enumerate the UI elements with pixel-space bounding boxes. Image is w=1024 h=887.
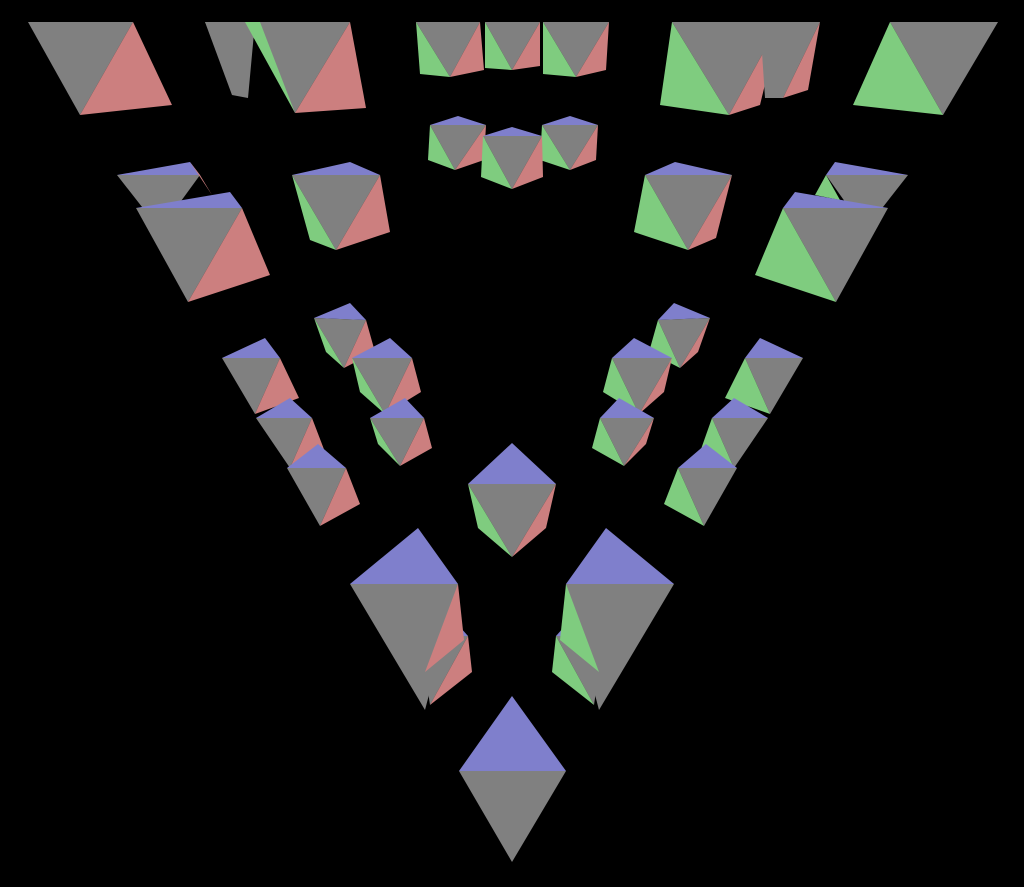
octahedron-top-center-3 (543, 22, 609, 77)
octahedron-top-center-1 (416, 22, 484, 77)
octahedron-lower-left-1 (350, 528, 464, 710)
octahedron-top-right-2 (760, 22, 820, 98)
octahedron-mid-left-3 (287, 444, 360, 526)
octahedron-mid-left-6 (370, 398, 432, 466)
octahedron-mid-right-5 (603, 338, 672, 414)
octahedron-upper-center-2 (481, 127, 543, 189)
octahedron-right-2 (815, 162, 908, 230)
octahedron-right-3 (755, 192, 888, 302)
octahedron-mid-right-3 (664, 444, 737, 526)
octahedron-left-2 (136, 192, 270, 302)
octahedron-top-right-3 (853, 22, 998, 115)
octahedron-right-1 (634, 162, 732, 250)
octahedron-mid-left-5 (352, 338, 421, 414)
octahedron-left-3 (292, 162, 390, 250)
octahedron-lower-right-1 (560, 528, 674, 710)
octahedron-top-center-2 (485, 22, 540, 70)
octahedron-mid-right-6 (592, 398, 654, 466)
octahedron-top-left-1 (28, 22, 172, 115)
octahedron-center (468, 443, 556, 557)
octahedron-top-left-3 (245, 22, 366, 113)
octahedron-upper-center-1 (428, 116, 486, 170)
octahedron-upper-center-3 (540, 116, 598, 170)
octahedron-left-1 (117, 162, 212, 230)
octahedron-bottom (459, 696, 566, 862)
octahedron-top-left-2 (205, 22, 255, 98)
